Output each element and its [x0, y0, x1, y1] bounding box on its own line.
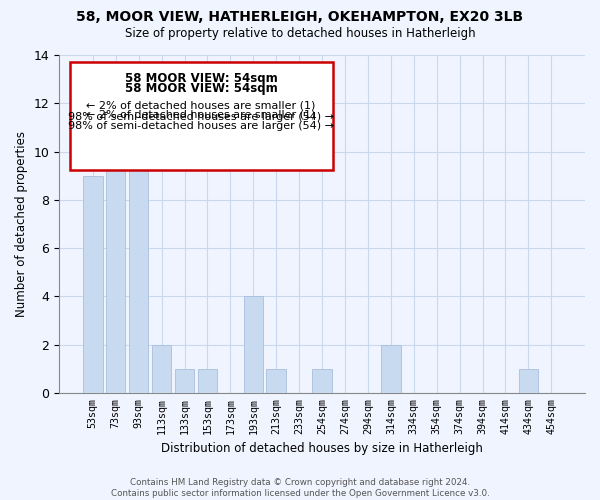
Y-axis label: Number of detached properties: Number of detached properties [15, 131, 28, 317]
X-axis label: Distribution of detached houses by size in Hatherleigh: Distribution of detached houses by size … [161, 442, 483, 455]
Bar [83, 176, 103, 393]
Text: 58 MOOR VIEW: 54sqm: 58 MOOR VIEW: 54sqm [125, 72, 278, 85]
Bar [244, 296, 263, 393]
Bar [313, 368, 332, 393]
Text: 58, MOOR VIEW, HATHERLEIGH, OKEHAMPTON, EX20 3LB: 58, MOOR VIEW, HATHERLEIGH, OKEHAMPTON, … [76, 10, 524, 24]
Text: ← 2% of detached houses are smaller (1)
98% of semi-detached houses are larger (: ← 2% of detached houses are smaller (1) … [68, 109, 334, 130]
Text: ← 2% of detached houses are smaller (1)
98% of semi-detached houses are larger (: ← 2% of detached houses are smaller (1) … [68, 100, 334, 122]
Text: Contains HM Land Registry data © Crown copyright and database right 2024.
Contai: Contains HM Land Registry data © Crown c… [110, 478, 490, 498]
Bar [106, 152, 125, 393]
Bar [381, 344, 401, 393]
FancyBboxPatch shape [70, 62, 332, 170]
Bar [152, 344, 172, 393]
Text: 58 MOOR VIEW: 54sqm: 58 MOOR VIEW: 54sqm [125, 82, 278, 95]
Bar [197, 368, 217, 393]
Bar [175, 368, 194, 393]
Bar [266, 368, 286, 393]
Bar [129, 104, 148, 393]
Bar [518, 368, 538, 393]
Text: Size of property relative to detached houses in Hatherleigh: Size of property relative to detached ho… [125, 28, 475, 40]
